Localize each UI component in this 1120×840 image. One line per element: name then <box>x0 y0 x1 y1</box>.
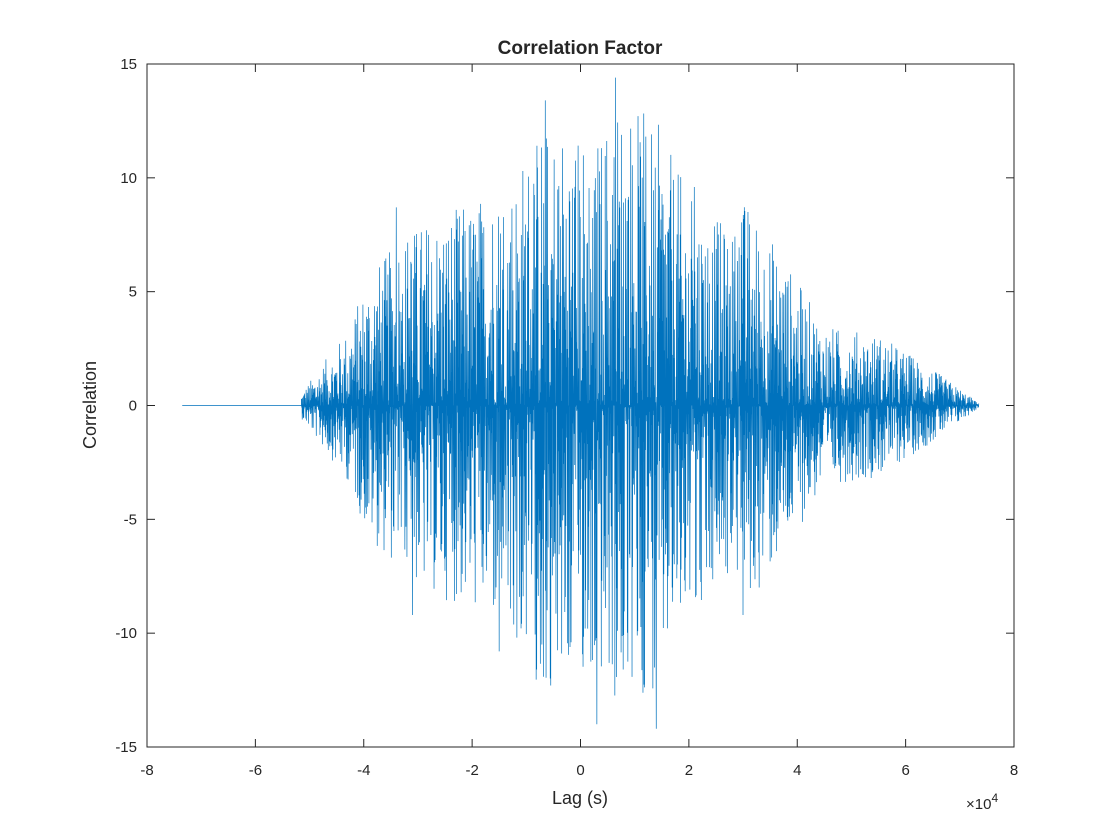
y-tick-label: 15 <box>120 56 137 73</box>
y-tick-label: 5 <box>129 284 137 301</box>
x-tick-label: 2 <box>685 762 693 779</box>
x-tick-label: -8 <box>140 762 153 779</box>
x-tick-label: -4 <box>357 762 370 779</box>
y-tick-label: 0 <box>129 398 137 415</box>
plot-area <box>146 63 1015 748</box>
x-exponent-base: ×10 <box>966 796 991 813</box>
x-tick-label: 4 <box>793 762 801 779</box>
x-tick-label: 0 <box>576 762 584 779</box>
axis-ticks: -8 -6 -4 -2 0 2 4 6 8 -15 -10 -5 0 5 10 15 <box>115 56 1018 779</box>
x-exponent-power: 4 <box>991 791 998 805</box>
x-tick-label: 8 <box>1010 762 1018 779</box>
y-tick-label: 10 <box>120 170 137 187</box>
y-tick-label: -15 <box>115 739 137 756</box>
y-axis-label: Correlation <box>80 361 100 449</box>
y-tick-label: -5 <box>124 511 137 528</box>
y-tick-label: -10 <box>115 625 137 642</box>
correlation-series-line <box>182 77 980 729</box>
x-tick-label: -6 <box>249 762 262 779</box>
x-tick-label: -2 <box>465 762 478 779</box>
x-axis-exponent: ×104 <box>966 791 998 813</box>
x-axis-label: Lag (s) <box>552 788 608 808</box>
x-tick-label: 6 <box>901 762 909 779</box>
chart-title: Correlation Factor <box>498 38 663 59</box>
